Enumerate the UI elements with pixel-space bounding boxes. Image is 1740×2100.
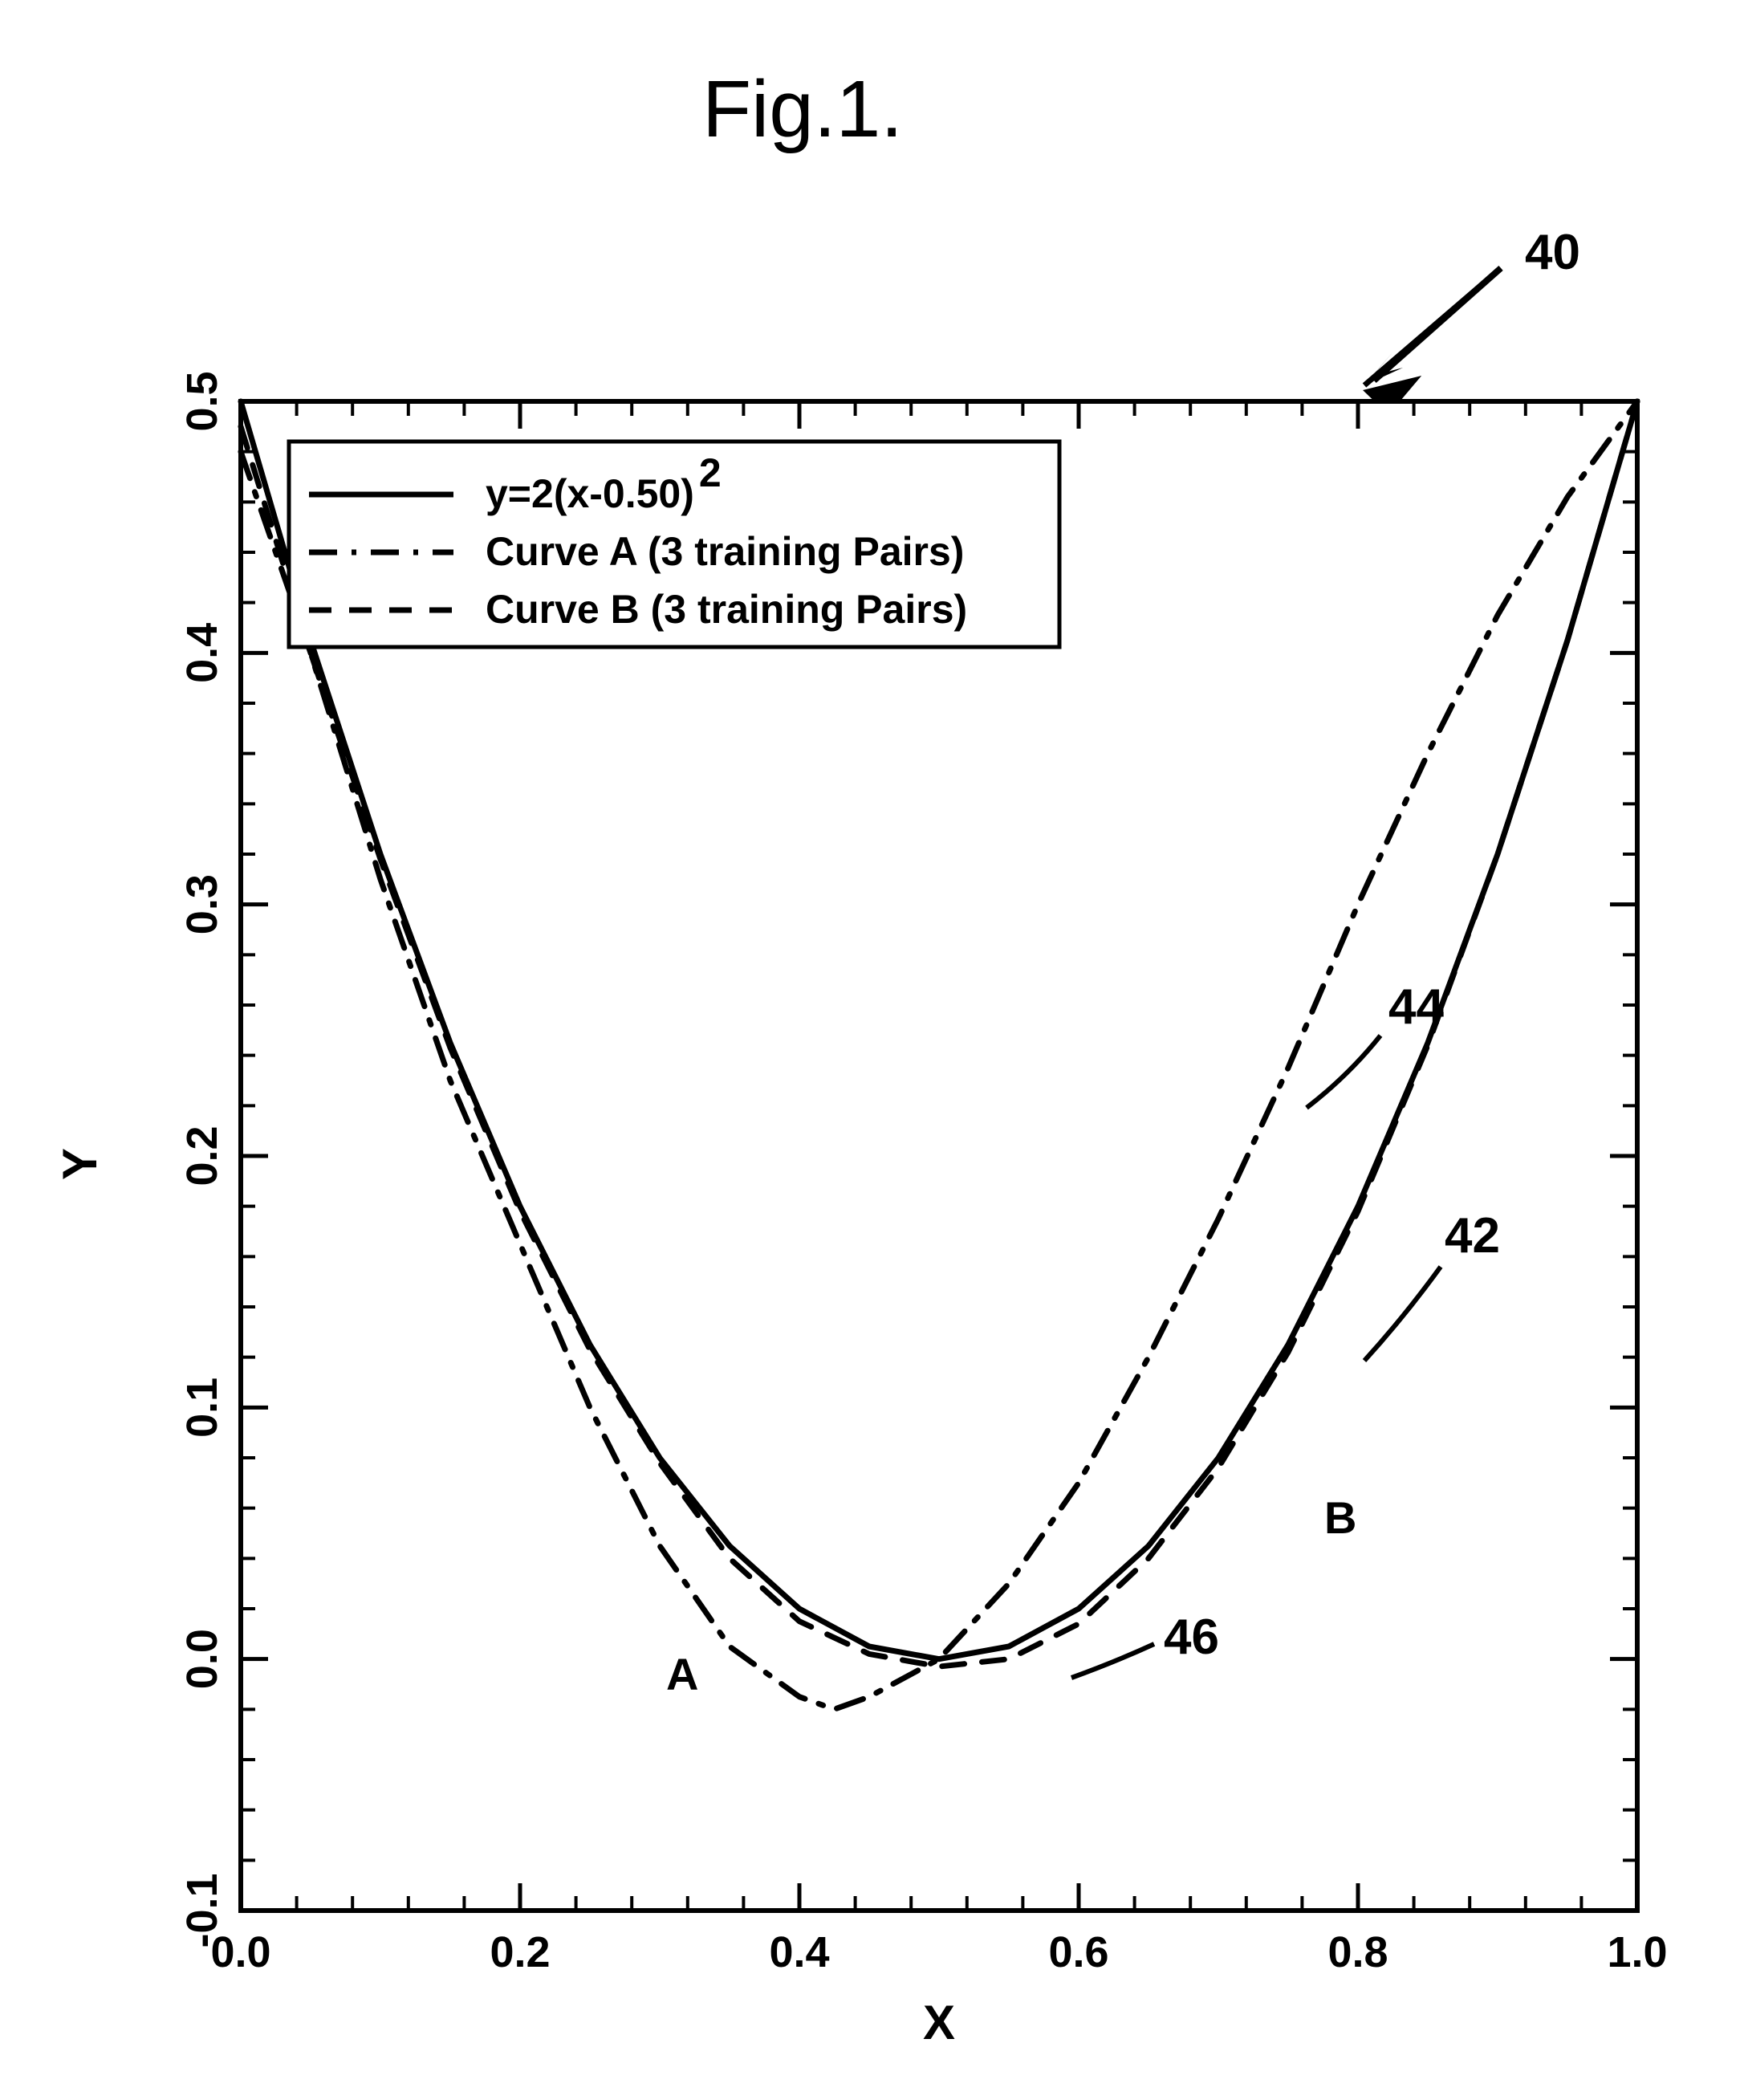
- figure-svg: Fig.1. 40 0.00.20.40.60.81.0-0.10.00.10.…: [0, 0, 1740, 2100]
- y-axis-label: Y: [53, 1148, 107, 1180]
- y-tick-label: 0.2: [178, 1125, 226, 1186]
- y-tick-label: -0.1: [178, 1873, 226, 1947]
- x-tick-label: 0.2: [490, 1928, 550, 1976]
- label-A: A: [666, 1649, 698, 1699]
- y-tick-label: 0.4: [178, 623, 226, 683]
- y-tick-label: 0.3: [178, 874, 226, 934]
- plot-area: 0.00.20.40.60.81.0-0.10.00.10.20.30.40.5…: [178, 371, 1668, 1976]
- legend-label-sup: 2: [699, 450, 722, 495]
- x-tick-label: 0.6: [1048, 1928, 1108, 1976]
- legend-label: y=2(x-0.50): [486, 471, 694, 516]
- y-tick-label: 0.1: [178, 1378, 226, 1438]
- legend-label: Curve A (3 training Pairs): [486, 529, 964, 574]
- x-axis-label: X: [923, 1996, 955, 2049]
- callout-40-text: 40: [1525, 225, 1580, 280]
- callout-46-text: 46: [1164, 1610, 1219, 1665]
- legend-label: Curve B (3 training Pairs): [486, 587, 967, 632]
- callout-44-text: 44: [1388, 979, 1444, 1035]
- callout-42-text: 42: [1445, 1208, 1500, 1264]
- x-tick-label: 0.8: [1327, 1928, 1388, 1976]
- y-tick-label: 0.5: [178, 371, 226, 431]
- y-tick-label: 0.0: [178, 1629, 226, 1689]
- x-tick-label: 0.4: [769, 1928, 829, 1976]
- x-tick-label: 1.0: [1607, 1928, 1667, 1976]
- figure-title: Fig.1.: [702, 64, 903, 154]
- label-B: B: [1324, 1492, 1356, 1543]
- arrow-40: [1360, 268, 1501, 418]
